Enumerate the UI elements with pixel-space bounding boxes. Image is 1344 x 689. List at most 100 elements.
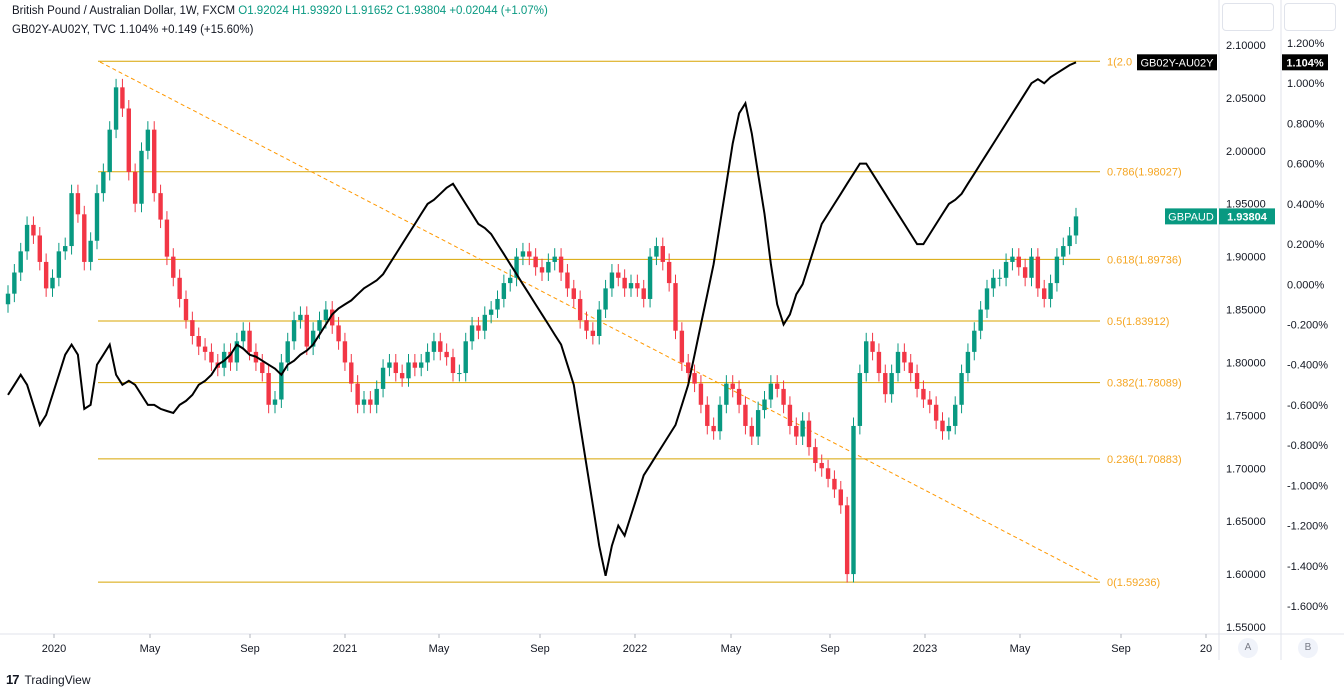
fib-label: 0.786(1.98027) <box>1107 167 1182 179</box>
symbol-title: British Pound / Australian Dollar, 1W, F… <box>12 5 236 17</box>
candle-body <box>330 309 335 326</box>
candle-body <box>533 256 538 268</box>
candle-body <box>132 171 138 204</box>
tradingview-logo[interactable]: 17 TradingView <box>6 672 91 687</box>
candle-body <box>908 362 913 374</box>
right-tick-label: -0.200% <box>1287 320 1328 332</box>
candle-body <box>660 246 665 262</box>
gbpaud-price-text: 1.93804 <box>1227 211 1268 223</box>
candle-body <box>743 404 748 426</box>
scale-b-button[interactable]: B <box>1298 638 1318 658</box>
candle-body <box>419 362 424 368</box>
candle-body <box>686 362 691 374</box>
candle-body <box>5 293 11 305</box>
spread-name-tag <box>1137 54 1217 71</box>
candle-body <box>336 325 341 342</box>
fibonacci-levels <box>98 60 1100 583</box>
candle-body <box>279 362 284 400</box>
candle-body <box>425 351 430 363</box>
candle-body <box>412 362 418 368</box>
tradingview-icon: 17 <box>6 672 20 687</box>
candle-body <box>1035 256 1041 289</box>
left-tick-label: 2.05000 <box>1226 93 1266 105</box>
candle-body <box>158 193 163 220</box>
candle-body <box>183 298 189 321</box>
right-tick-label: -0.400% <box>1287 360 1328 372</box>
candle-body <box>768 383 774 400</box>
candle-body <box>12 272 17 294</box>
candle-body <box>272 399 278 405</box>
fibonacci-labels: 1(2.0 0.786(1.98027) 0.618(1.89736) 0.5(1.8… <box>1107 56 1182 589</box>
candle-body <box>921 388 926 400</box>
candle-body <box>298 314 303 321</box>
candle-body <box>177 277 182 299</box>
time-tick-label: Sep <box>530 643 550 655</box>
candle-body <box>730 383 735 389</box>
candle-body <box>228 351 233 363</box>
legend-spread: GB02Y-AU02Y, TVC 1.104% +0.149 (+15.60%) <box>12 24 253 36</box>
candle-body <box>806 420 812 448</box>
candle-body <box>946 425 952 432</box>
candle-body <box>24 224 30 252</box>
candle-body <box>832 478 837 490</box>
fib-label: 1(2.0 <box>1107 56 1132 68</box>
candle-body <box>959 373 964 405</box>
candle-body <box>323 309 329 321</box>
time-tick-label: 2023 <box>913 643 937 655</box>
gbpaud-candles <box>5 78 1079 583</box>
candle-body <box>864 341 869 374</box>
left-tick-label: 1.55000 <box>1226 622 1266 634</box>
left-tick-label: 1.70000 <box>1226 463 1266 475</box>
candle-body <box>705 404 710 426</box>
right-tick-label: -1.200% <box>1287 521 1328 533</box>
spread-name-text: GB02Y-AU02Y <box>1141 57 1215 69</box>
candle-body <box>361 399 367 405</box>
scale-a-button[interactable]: A <box>1238 638 1258 658</box>
candle-body <box>444 351 449 358</box>
left-scale-box[interactable] <box>1222 3 1274 31</box>
candle-body <box>374 388 379 405</box>
percent-scale-right: 1.200% 1.000% 0.800% 0.600% 0.400% 0.200% 0.00… <box>1287 38 1328 613</box>
candle-body <box>857 373 863 426</box>
candle-body <box>654 246 659 257</box>
candle-body <box>1061 246 1066 257</box>
candle-body <box>590 330 596 336</box>
candle-body <box>635 283 640 289</box>
candle-body <box>304 314 309 347</box>
gb02y-au02y-spread-line <box>7 61 1077 577</box>
candle-body <box>260 362 265 374</box>
candle-body <box>349 362 354 384</box>
candle-body <box>991 277 996 289</box>
candle-body <box>825 468 831 479</box>
candle-body <box>933 404 939 421</box>
left-tick-label: 1.80000 <box>1226 357 1266 369</box>
left-tick-label: 1.90000 <box>1226 252 1266 264</box>
candle-body <box>984 288 990 310</box>
left-tick-label: 1.75000 <box>1226 410 1266 422</box>
candle-body <box>355 383 360 405</box>
candle-body <box>457 373 462 375</box>
candle-body <box>266 373 271 405</box>
candle-body <box>113 87 119 130</box>
candle-body <box>622 277 627 289</box>
right-tick-label: 1.200% <box>1287 38 1325 50</box>
time-tick-label: May <box>429 643 450 655</box>
time-scale: 2020 May Sep 2021 May Sep 2022 May Sep 2023 May Sep… <box>42 634 1212 655</box>
right-tick-label: -0.600% <box>1287 400 1328 412</box>
candle-body <box>164 219 170 257</box>
right-scale-box[interactable] <box>1284 3 1336 31</box>
right-tick-label: 0.600% <box>1287 159 1325 171</box>
candle-body <box>666 261 672 284</box>
candle-body <box>387 362 392 368</box>
candle-body <box>902 351 907 363</box>
candle-body <box>927 399 932 405</box>
candle-body <box>883 373 888 395</box>
right-tick-label: -1.400% <box>1287 561 1328 573</box>
left-tick-label: 1.65000 <box>1226 516 1266 528</box>
candle-body <box>1054 256 1060 284</box>
candle-body <box>616 272 621 278</box>
candle-body <box>514 256 519 278</box>
candle-body <box>139 150 144 204</box>
time-tick-label: May <box>721 643 742 655</box>
time-tick-label: Sep <box>1111 643 1131 655</box>
